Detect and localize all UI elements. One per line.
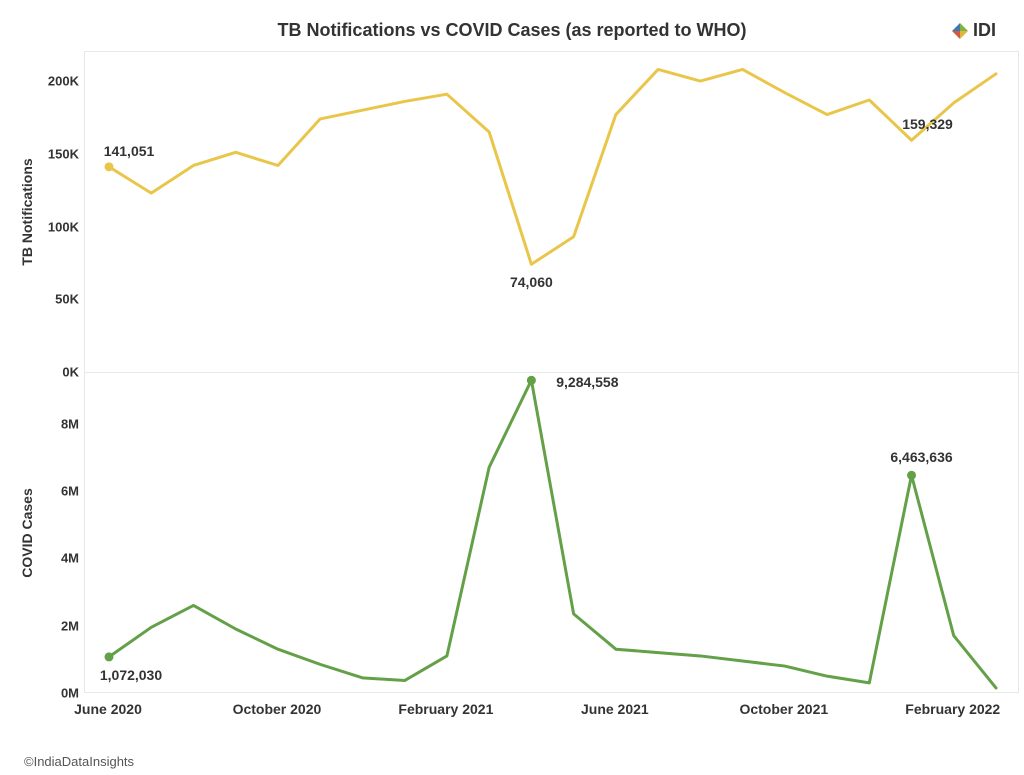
data-marker	[105, 162, 114, 171]
data-label: 141,051	[104, 143, 155, 159]
data-marker	[105, 652, 114, 661]
x-tick-label: October 2021	[739, 701, 828, 717]
y-tick-label: 0K	[35, 365, 79, 380]
x-axis-ticks: June 2020October 2020February 2021June 2…	[84, 693, 1019, 725]
x-tick-label: June 2020	[74, 701, 142, 717]
y-tick-label: 0M	[35, 686, 79, 701]
copyright-text: ©IndiaDataInsights	[24, 754, 134, 769]
covid-plot	[85, 373, 1020, 693]
y-tick-label: 50K	[35, 292, 79, 307]
x-tick-label: October 2020	[233, 701, 322, 717]
logo-text: IDI	[973, 20, 996, 41]
y-tick-label: 100K	[35, 219, 79, 234]
tb-axis-label: TB Notifications	[19, 158, 35, 265]
series-line	[109, 69, 996, 264]
chart-title: TB Notifications vs COVID Cases (as repo…	[24, 20, 1000, 41]
data-label: 159,329	[902, 116, 953, 132]
logo-icon	[951, 22, 969, 40]
y-tick-label: 150K	[35, 146, 79, 161]
chart-panels: TB Notifications 0K50K100K150K200K141,05…	[84, 51, 1019, 693]
covid-panel: COVID Cases 0M2M4M6M8M1,072,0309,284,558…	[85, 372, 1018, 692]
series-line	[109, 380, 996, 688]
x-tick-label: February 2021	[398, 701, 493, 717]
covid-axis-label: COVID Cases	[19, 488, 35, 577]
data-marker	[527, 376, 536, 385]
y-tick-label: 8M	[35, 416, 79, 431]
data-label: 9,284,558	[556, 374, 618, 390]
y-tick-label: 6M	[35, 483, 79, 498]
y-tick-label: 4M	[35, 551, 79, 566]
y-tick-label: 200K	[35, 74, 79, 89]
tb-plot	[85, 52, 1020, 372]
data-label: 1,072,030	[100, 667, 162, 683]
data-label: 74,060	[510, 274, 553, 290]
y-tick-label: 2M	[35, 618, 79, 633]
chart-page: TB Notifications vs COVID Cases (as repo…	[0, 0, 1024, 775]
x-tick-label: February 2022	[905, 701, 1000, 717]
data-label: 6,463,636	[890, 449, 952, 465]
x-tick-label: June 2021	[581, 701, 649, 717]
data-marker	[907, 471, 916, 480]
tb-panel: TB Notifications 0K50K100K150K200K141,05…	[85, 52, 1018, 372]
logo: IDI	[951, 20, 996, 41]
